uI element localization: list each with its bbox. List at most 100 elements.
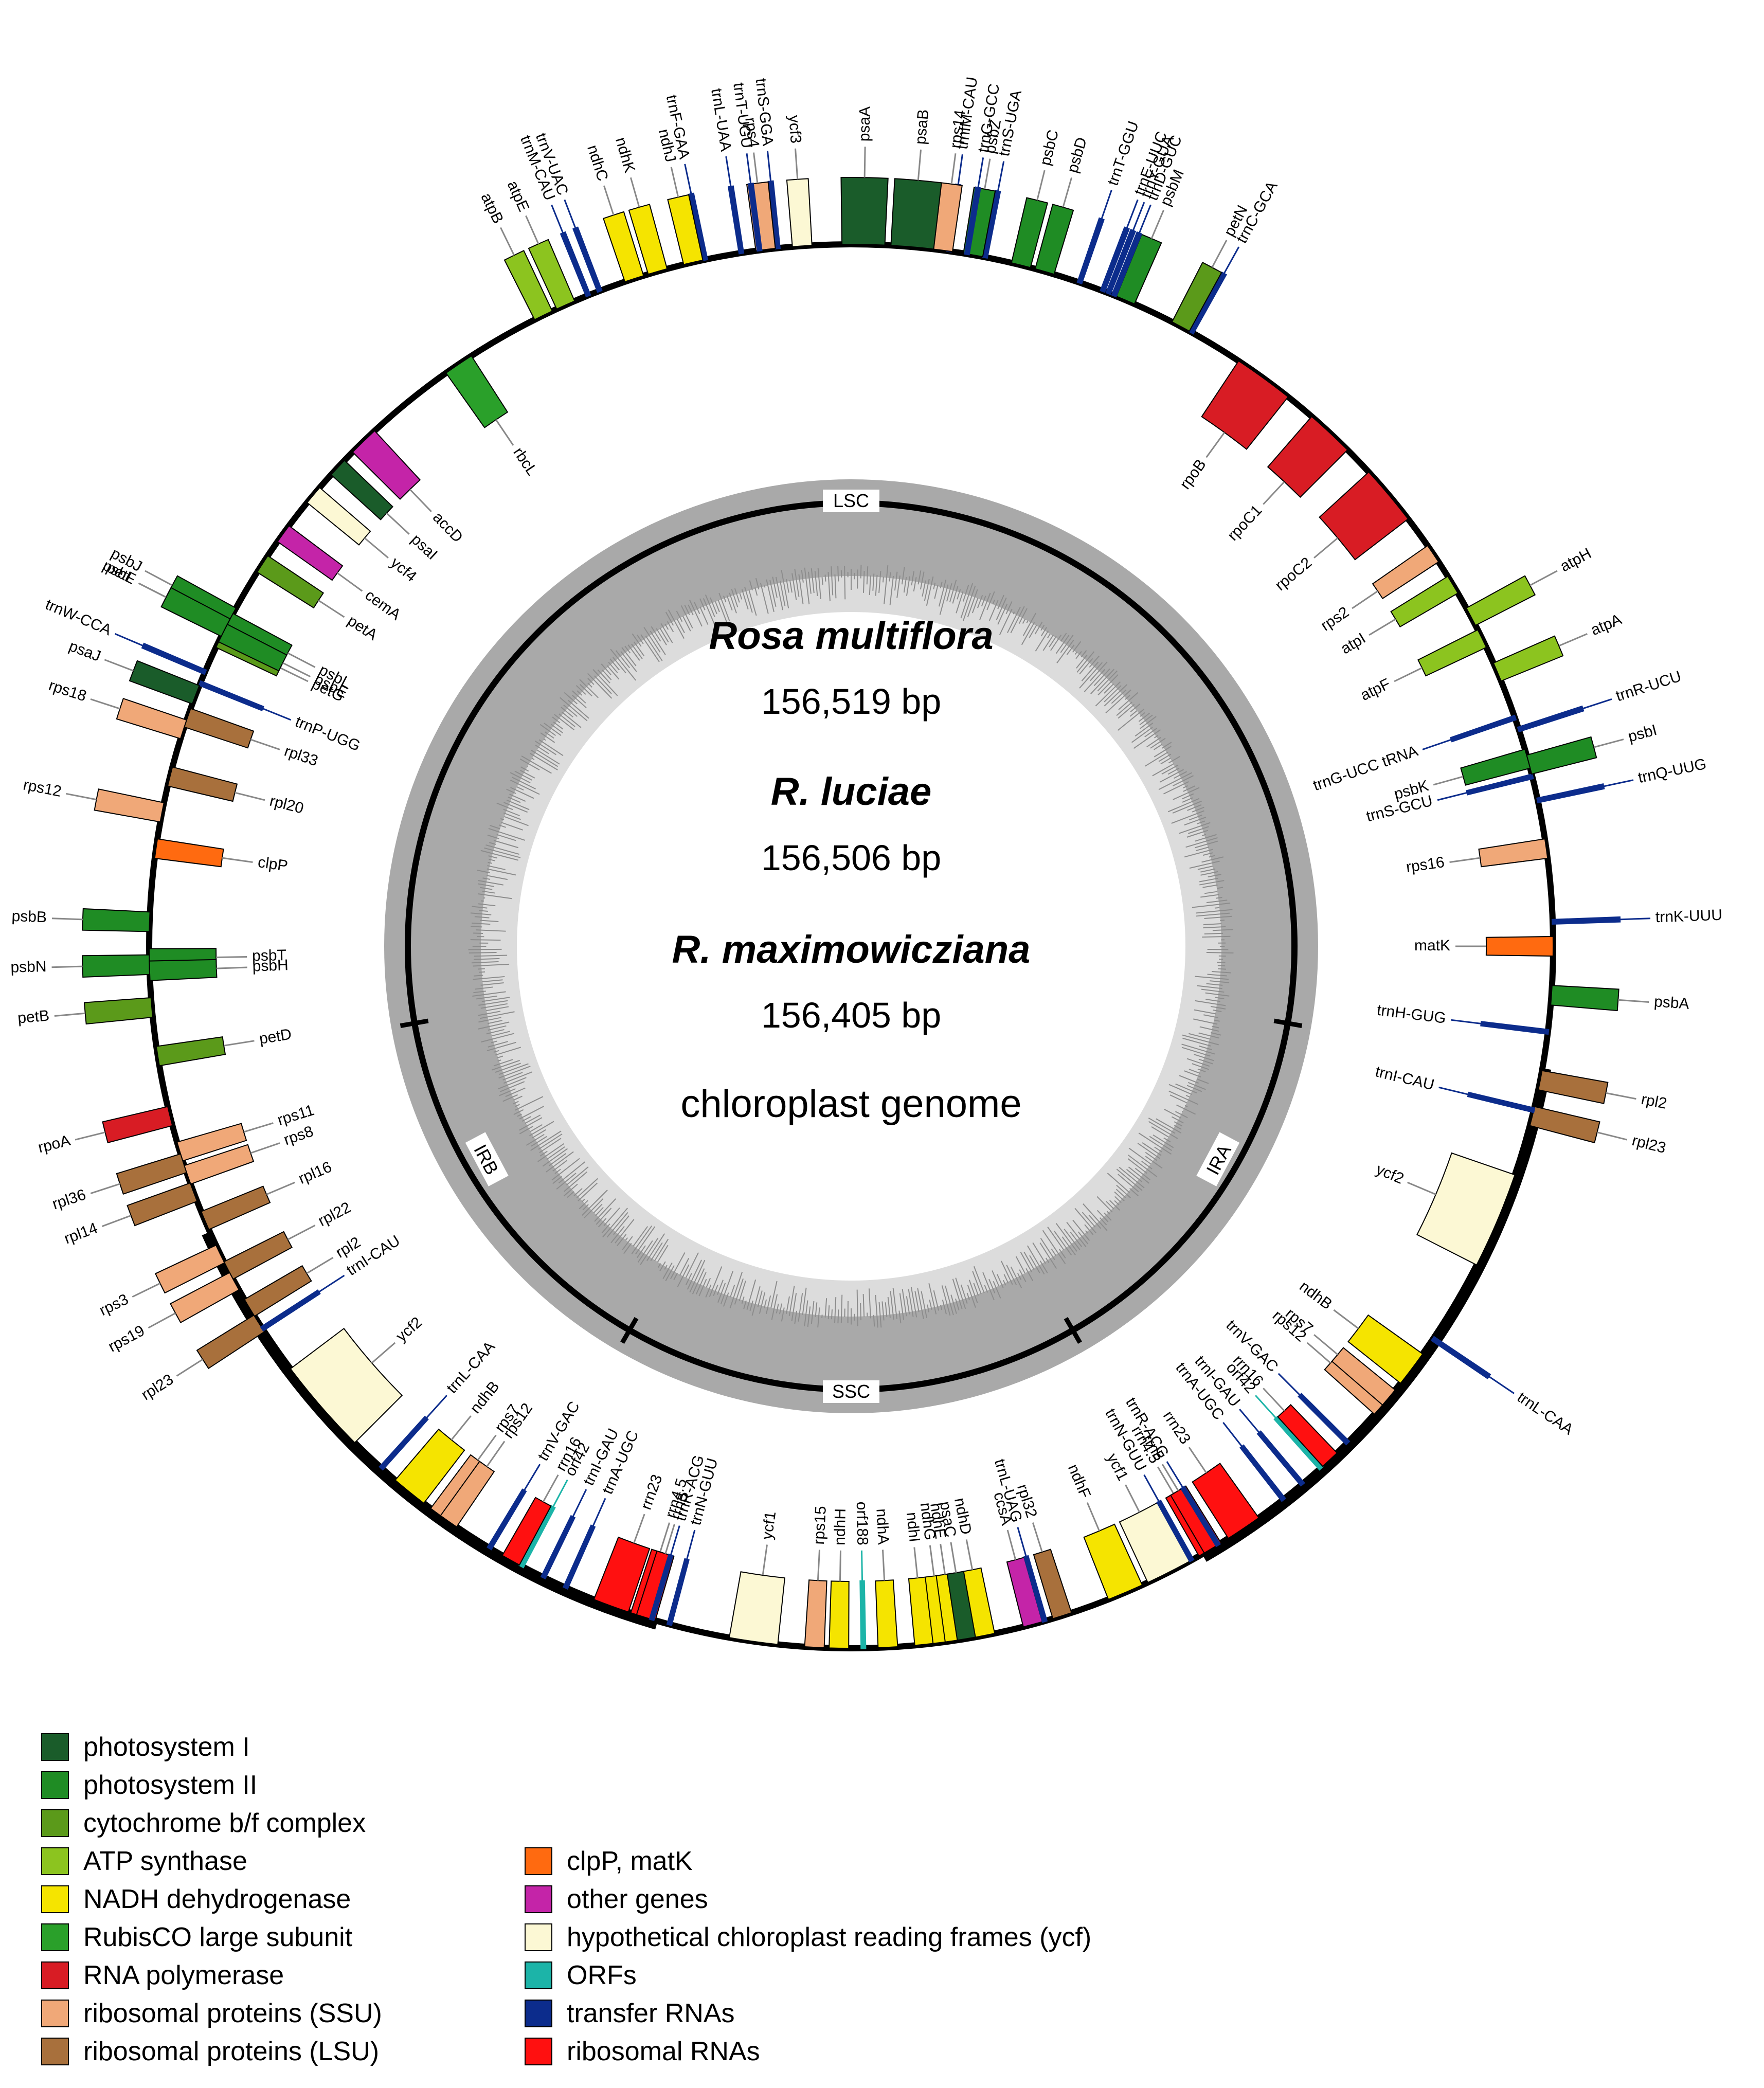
gc-spike <box>667 621 674 633</box>
gc-spike <box>559 713 575 727</box>
gene-leader-line <box>1157 1466 1175 1494</box>
gc-spike <box>578 1182 598 1201</box>
gene-leader-line <box>1333 1309 1359 1329</box>
gc-spike <box>1097 670 1118 692</box>
gene-leader-line <box>1603 779 1634 787</box>
gene-block-rpl23 <box>196 1314 265 1370</box>
gc-spike <box>1212 971 1231 974</box>
region-labels: LSC SSC IRA IRB <box>465 490 1240 1403</box>
gc-spike <box>677 1264 690 1287</box>
gc-spike <box>689 1259 706 1293</box>
gc-spike <box>1215 897 1222 899</box>
gc-spike <box>601 663 611 675</box>
gc-spike <box>1184 849 1214 858</box>
gc-spike <box>1066 644 1075 655</box>
gc-spike <box>1088 1214 1102 1229</box>
gc-spike <box>650 631 666 655</box>
gc-spike <box>962 585 976 621</box>
ssc-label-bg <box>823 1380 879 1403</box>
gc-spike <box>1006 1265 1017 1286</box>
gc-spike <box>882 577 884 583</box>
gc-spike <box>489 842 496 845</box>
legend-item-clp: clpP, matK <box>525 1842 1091 1880</box>
gene-label: clpP <box>257 854 289 875</box>
gene-leader-line <box>572 1489 587 1518</box>
gc-spike <box>1194 1009 1216 1015</box>
gc-spike <box>906 1296 910 1315</box>
gc-spike <box>788 1286 795 1316</box>
gene-label: rps19 <box>105 1322 148 1356</box>
gc-spike <box>749 1300 753 1311</box>
gc-content-center <box>517 612 1185 1281</box>
gene-block-psaj <box>129 660 200 705</box>
gc-spike <box>1097 1210 1109 1222</box>
gc-spike <box>872 573 875 591</box>
gc-spike <box>1081 661 1099 681</box>
gc-spike <box>1039 1261 1048 1273</box>
gc-spike <box>921 1291 928 1319</box>
gc-spike <box>1138 1132 1172 1155</box>
legend: photosystem I photosystem II cytochrome b/… <box>41 1728 1738 2078</box>
gc-spike <box>488 827 526 841</box>
gc-spike <box>757 1290 763 1307</box>
gc-spike <box>878 570 881 593</box>
gene-leader-line <box>1277 1373 1301 1396</box>
gc-spike <box>520 766 529 772</box>
gene-leader-line <box>1606 1092 1636 1100</box>
gc-spike <box>1060 633 1067 642</box>
gene-block-trng-gcc <box>964 186 981 256</box>
genome-summary: Rosa multiflora 156,519 bp R. luciae 156… <box>672 614 1031 1126</box>
gc-spike <box>1040 624 1045 631</box>
gene-leader-line <box>670 167 679 197</box>
gene-leader-line <box>287 652 316 668</box>
gene-label: atpH <box>1557 545 1594 575</box>
gc-spike <box>664 623 669 630</box>
legend-label: RNA polymerase <box>83 1960 284 1990</box>
gc-spike <box>534 741 556 755</box>
gc-spike <box>617 1234 627 1247</box>
gene-leader-line <box>386 512 410 535</box>
gene-block-rpoc1 <box>1267 416 1348 498</box>
gc-spike <box>517 1113 522 1117</box>
gene-leader-line <box>1437 791 1468 801</box>
gc-spike <box>741 589 749 610</box>
gc-spike <box>560 697 588 722</box>
gc-spike <box>563 1183 578 1197</box>
gc-spike <box>808 571 812 594</box>
gene-leader-line <box>1205 431 1226 458</box>
gc-spike <box>553 722 564 730</box>
legend-item-psi: photosystem I <box>41 1728 382 1766</box>
gc-spike <box>1035 630 1049 652</box>
gc-spike <box>798 1293 803 1322</box>
legend-label: ribosomal proteins (SSU) <box>83 1999 382 2028</box>
gc-spike <box>472 906 488 909</box>
gc-spike <box>509 794 526 802</box>
gc-spike <box>977 595 983 608</box>
gc-spike <box>831 566 834 596</box>
gc-spike <box>640 634 660 662</box>
gene-leader-line <box>451 1415 472 1441</box>
gc-spike <box>1010 1266 1022 1288</box>
gc-spike <box>1192 806 1204 813</box>
gene-label: trnT-UGU <box>730 82 755 150</box>
gc-spike <box>1084 1224 1094 1235</box>
gc-spike <box>1203 1014 1218 1018</box>
gc-spike <box>510 772 531 783</box>
gc-spike <box>973 1266 985 1293</box>
gc-spike <box>636 1245 646 1258</box>
gene-leader-line <box>950 153 957 184</box>
gc-spike <box>1114 1200 1120 1205</box>
gc-spike <box>645 635 663 661</box>
gc-spike <box>487 865 506 870</box>
gc-spike <box>579 679 599 698</box>
gene-leader-line <box>1017 1527 1027 1557</box>
gc-spike <box>480 1003 508 1009</box>
gc-spike <box>538 739 564 757</box>
gene-leader-line <box>409 489 432 512</box>
gc-spike <box>898 1310 902 1324</box>
gene-label: atpB <box>477 190 507 226</box>
gene-block-psbh <box>149 959 218 981</box>
gene-block-rpl32 <box>1033 1549 1072 1619</box>
gc-spike <box>802 1287 807 1315</box>
gc-spike <box>551 724 564 733</box>
